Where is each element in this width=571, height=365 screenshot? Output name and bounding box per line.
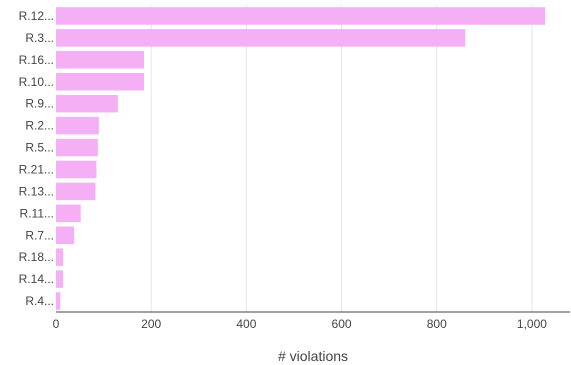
- y-tick-label: R.14...: [19, 272, 54, 286]
- bar[interactable]: [56, 182, 96, 201]
- bar[interactable]: [56, 51, 145, 69]
- y-tick-label: R.16...: [19, 53, 54, 67]
- grid-lines: [150, 5, 533, 312]
- bar[interactable]: [56, 270, 64, 288]
- y-tick-label: R.7...: [25, 228, 54, 242]
- bar[interactable]: [56, 7, 546, 25]
- bars: [56, 7, 546, 310]
- bar[interactable]: [56, 248, 64, 266]
- x-tick-label: 800: [427, 317, 447, 331]
- y-tick-label: R.18...: [19, 250, 54, 264]
- y-tick-label: R.2...: [25, 119, 54, 133]
- y-tick-label: R.5...: [25, 141, 54, 155]
- y-tick-label: R.10...: [19, 75, 54, 89]
- bar[interactable]: [56, 160, 97, 179]
- x-tick-label: 200: [141, 317, 161, 331]
- bar[interactable]: [56, 204, 81, 223]
- y-tick-label: R.11...: [20, 206, 54, 220]
- y-tick-label: R.4...: [25, 294, 54, 308]
- bar[interactable]: [56, 94, 118, 113]
- bar[interactable]: [56, 138, 98, 157]
- x-axis-title: # violations: [278, 348, 348, 364]
- bar[interactable]: [56, 72, 145, 91]
- x-tick-labels: 0 200 400 600 800 1,000: [53, 317, 548, 331]
- bar[interactable]: [56, 292, 61, 310]
- y-tick-label: R.21...: [19, 162, 54, 176]
- bar[interactable]: [56, 29, 466, 47]
- bar[interactable]: [56, 226, 75, 245]
- x-tick-label: 1,000: [517, 317, 547, 331]
- y-tick-label: R.13...: [19, 184, 54, 198]
- y-tick-label: R.12...: [19, 9, 54, 23]
- y-tick-labels: R.12... R.3... R.16... R.10... R.9... R.2... R…: [19, 9, 54, 308]
- x-tick-label: 0: [53, 317, 60, 331]
- x-tick-label: 400: [236, 317, 256, 331]
- y-tick-label: R.9...: [25, 97, 54, 111]
- y-tick-label: R.3...: [25, 31, 54, 45]
- bar[interactable]: [56, 116, 99, 135]
- x-tick-label: 600: [332, 317, 352, 331]
